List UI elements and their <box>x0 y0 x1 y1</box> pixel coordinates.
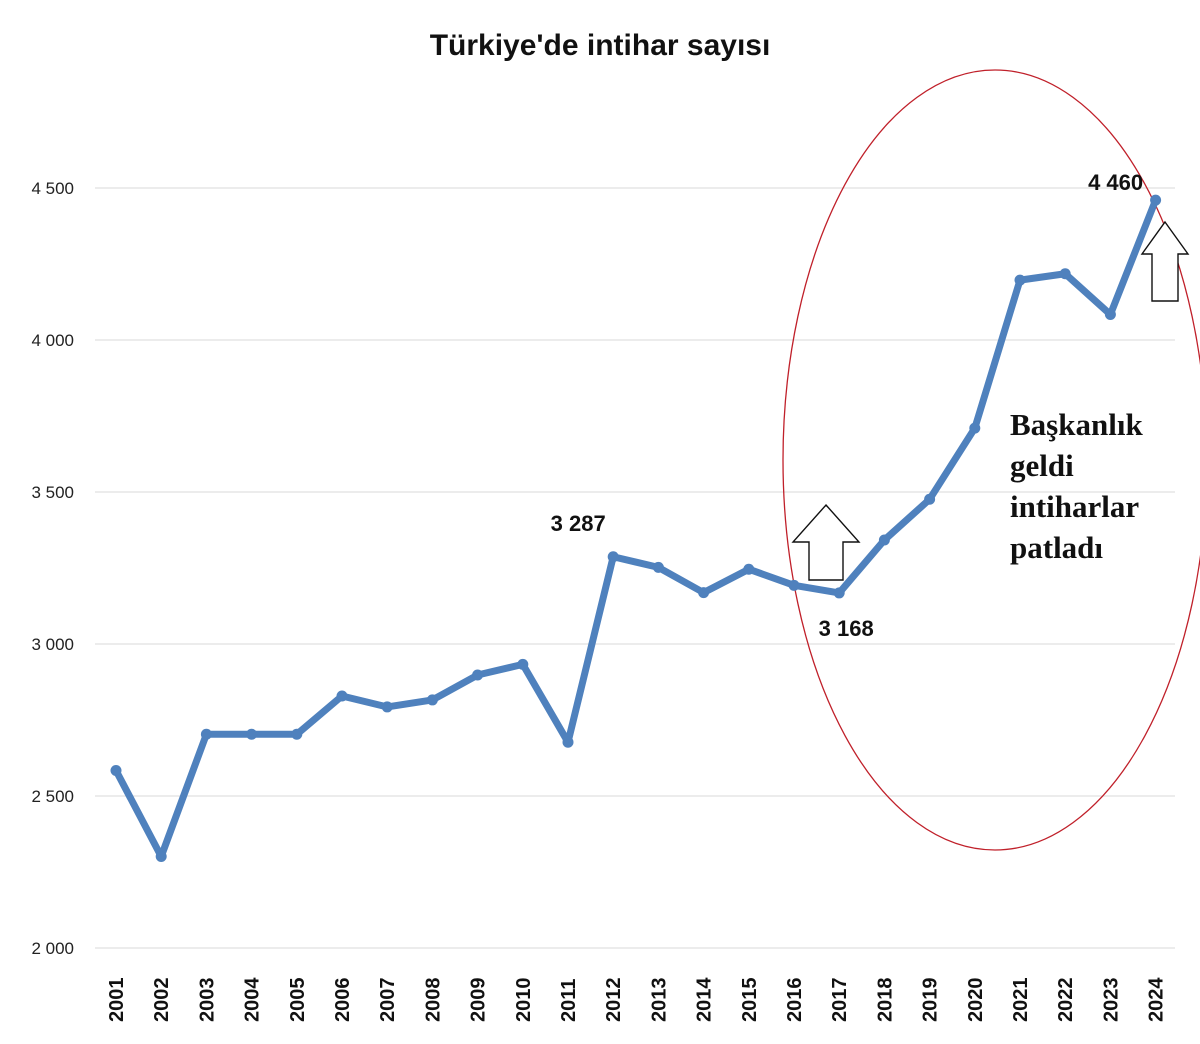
x-tick-label: 2020 <box>965 977 987 1022</box>
data-point <box>472 669 484 681</box>
y-tick-label: 2 500 <box>31 787 74 806</box>
x-tick-label: 2019 <box>920 978 942 1023</box>
data-point <box>110 764 122 776</box>
annotation-line: intiharlar <box>1010 489 1139 524</box>
data-point <box>381 701 393 713</box>
grid-layer <box>95 187 1175 949</box>
x-tick-label: 2010 <box>513 978 535 1023</box>
x-tick-label: 2017 <box>829 978 851 1023</box>
data-point <box>562 736 574 748</box>
data-point <box>426 694 438 706</box>
up-arrow-2017 <box>791 503 861 581</box>
x-tick-label: 2023 <box>1100 978 1122 1023</box>
highlight-ellipse <box>782 69 1200 851</box>
x-tick-label: 2024 <box>1146 977 1168 1022</box>
data-labels: 3 287 3 168 4 460 <box>551 170 1143 641</box>
data-label: 3 168 <box>819 616 874 641</box>
data-point <box>1059 268 1071 280</box>
x-tick-label: 2018 <box>874 978 896 1023</box>
data-point <box>652 561 664 573</box>
data-point <box>743 563 755 575</box>
x-tick-label: 2022 <box>1055 978 1077 1023</box>
data-point <box>336 690 348 702</box>
data-point <box>200 728 212 740</box>
x-tick-label: 2013 <box>648 978 670 1023</box>
x-tick-label: 2008 <box>422 978 444 1023</box>
y-tick-label: 4 000 <box>31 331 74 350</box>
data-label: 4 460 <box>1088 170 1143 195</box>
annotation-line: patladı <box>1010 530 1103 565</box>
y-tick-label: 3 000 <box>31 635 74 654</box>
x-tick-label: 2015 <box>739 978 761 1023</box>
data-point <box>291 728 303 740</box>
data-point <box>246 728 258 740</box>
series-line <box>112 196 1160 860</box>
x-tick-label: 2003 <box>196 978 218 1023</box>
x-tick-label: 2011 <box>558 979 580 1022</box>
x-tick-label: 2002 <box>151 978 173 1023</box>
y-tick-label: 2 000 <box>31 939 74 958</box>
series-layer <box>110 194 1162 862</box>
up-arrow-2024 <box>1140 220 1190 302</box>
x-tick-label: 2012 <box>603 978 625 1023</box>
y-tick-label: 3 500 <box>31 483 74 502</box>
data-point <box>517 658 529 670</box>
data-point <box>155 850 167 862</box>
data-point <box>924 493 936 505</box>
x-tick-label: 2004 <box>242 977 264 1022</box>
arrows <box>791 220 1190 581</box>
data-point <box>788 579 800 591</box>
x-tick-label: 2006 <box>332 978 354 1023</box>
annotation-line: geldi <box>1010 448 1074 483</box>
x-tick-label: 2016 <box>784 978 806 1023</box>
data-label: 3 287 <box>551 511 606 536</box>
y-tick-label: 4 500 <box>31 179 74 198</box>
data-point <box>878 534 890 546</box>
data-point <box>1104 308 1116 320</box>
data-point <box>833 587 845 599</box>
data-point <box>698 587 710 599</box>
annotation-line: Başkanlık <box>1010 407 1143 442</box>
x-tick-label: 2001 <box>106 978 128 1023</box>
y-axis-ticks: 2 000 2 500 3 000 3 500 4 000 4 500 <box>31 179 74 958</box>
x-tick-label: 2014 <box>694 977 716 1022</box>
data-point <box>1150 194 1162 206</box>
data-point <box>607 551 619 563</box>
x-tick-label: 2021 <box>1010 978 1032 1023</box>
data-point <box>1014 274 1026 286</box>
annotation-note: Başkanlık geldi intiharlar patladı <box>1010 407 1143 565</box>
chart-title: Türkiye'de intihar sayısı <box>430 29 771 62</box>
x-axis-ticks: 2001 2002 2003 2004 2005 2006 2007 2008 2009 2010… <box>106 977 1168 1022</box>
x-tick-label: 2005 <box>287 978 309 1023</box>
x-tick-label: 2007 <box>377 978 399 1023</box>
data-point <box>969 422 981 434</box>
x-tick-label: 2009 <box>468 978 490 1023</box>
